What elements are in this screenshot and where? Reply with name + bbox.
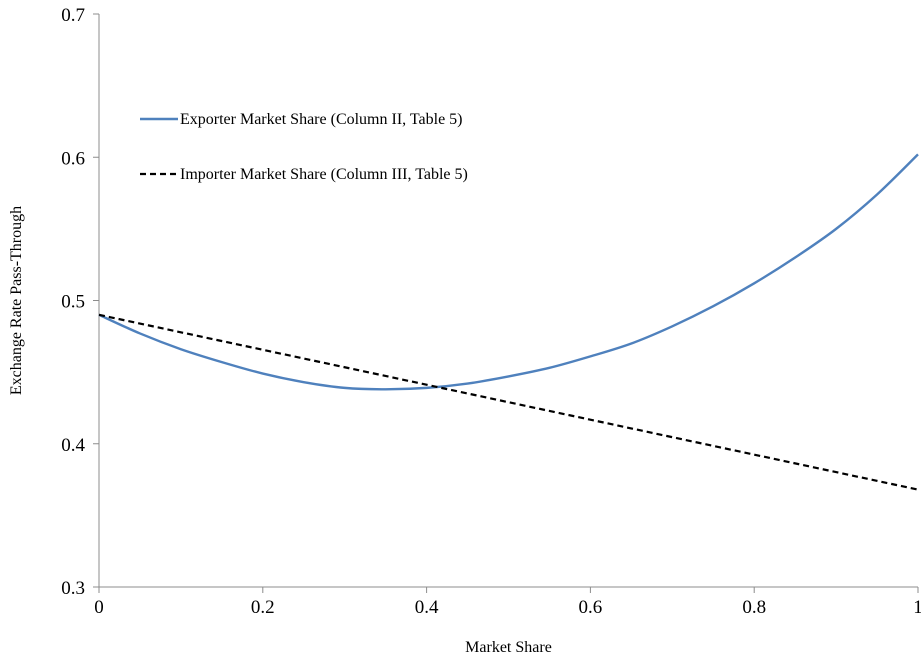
x-tick-labels: 0 0.2 0.4 0.6 0.8 1 [94,597,921,618]
y-tick-labels: 0.3 0.4 0.5 0.6 0.7 [61,5,85,599]
y-axis-title: Exchange Rate Pass-Through [8,206,25,395]
series-line-exporter [98,153,919,391]
y-axis-ticks [93,13,99,588]
y-tick-label: 0.6 [61,148,85,169]
x-tick-label: 0 [94,597,104,618]
y-tick-label: 0.5 [61,292,85,313]
series-layer [98,153,919,491]
legend-label-importer: Importer Market Share (Column III, Table… [180,166,468,183]
series-line-importer [98,313,919,491]
x-tick-label: 0.2 [251,597,275,618]
legend-label-exporter: Exporter Market Share (Column II, Table … [180,111,463,128]
legend: Exporter Market Share (Column II, Table … [140,111,468,183]
x-tick-label: 0.4 [415,597,439,618]
y-tick-label: 0.3 [61,578,85,599]
y-tick-label: 0.4 [61,435,85,456]
x-tick-label: 0.6 [579,597,603,618]
x-axis-title: Market Share [465,639,552,656]
x-tick-label: 0.8 [742,597,766,618]
x-axis-ticks [98,587,919,593]
x-tick-label: 1 [913,597,921,618]
y-tick-label: 0.7 [61,5,85,26]
